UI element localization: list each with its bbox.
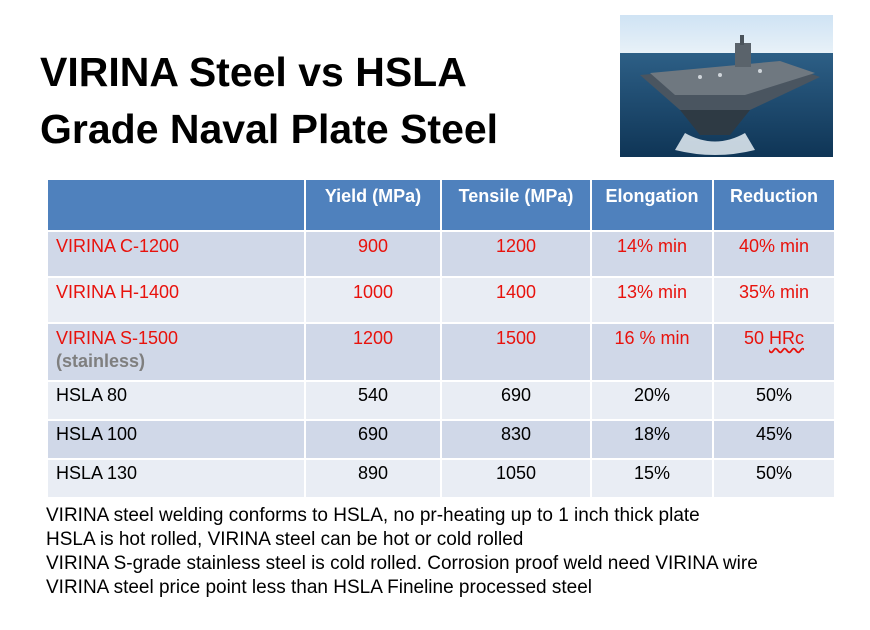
elongation-cell: 15%: [590, 458, 714, 499]
row-name: VIRINA S-1500: [56, 328, 179, 348]
tensile-cell: 1200: [440, 230, 592, 278]
header-elongation: Elongation: [590, 178, 714, 232]
title-line-2: Grade Naval Plate Steel: [40, 106, 499, 152]
reduction-cell: 50 HRc: [712, 322, 836, 382]
tensile-cell: 1500: [440, 322, 592, 382]
elongation-cell: 18%: [590, 419, 714, 460]
row-name: VIRINA H-1400: [46, 276, 306, 324]
row-name-cell: VIRINA S-1500 (stainless): [46, 322, 306, 382]
yield-cell: 890: [304, 458, 442, 499]
header-yield: Yield (MPa): [304, 178, 442, 232]
aircraft-carrier-photo: [620, 15, 833, 157]
elongation-cell: 14% min: [590, 230, 714, 278]
slide-title: VIRINA Steel vs HSLA Grade Naval Plate S…: [40, 44, 498, 158]
header-reduction: Reduction: [712, 178, 836, 232]
table-row: VIRINA H-1400 1000 1400 13% min 35% min: [46, 276, 836, 324]
reduction-cell: 40% min: [712, 230, 836, 278]
yield-cell: 690: [304, 419, 442, 460]
title-line-1: VIRINA Steel vs HSLA: [40, 49, 467, 95]
tensile-cell: 690: [440, 380, 592, 421]
header-empty: [46, 178, 306, 232]
table-row: HSLA 100 690 830 18% 45%: [46, 419, 836, 460]
reduction-value: 50: [743, 328, 770, 348]
note-line: HSLA is hot rolled, VIRINA steel can be …: [46, 529, 524, 550]
elongation-cell: 20%: [590, 380, 714, 421]
note-line: VIRINA steel price point less than HSLA …: [46, 577, 593, 598]
reduction-cell: 50%: [712, 380, 836, 421]
elongation-cell: 13% min: [590, 276, 714, 324]
tensile-cell: 1400: [440, 276, 592, 324]
row-name: HSLA 130: [46, 458, 306, 499]
steel-comparison-table: Yield (MPa) Tensile (MPa) Elongation Red…: [46, 178, 836, 499]
tensile-cell: 830: [440, 419, 592, 460]
table-row: HSLA 80 540 690 20% 50%: [46, 380, 836, 421]
table-row: HSLA 130 890 1050 15% 50%: [46, 458, 836, 499]
reduction-cell: 50%: [712, 458, 836, 499]
row-name: VIRINA C-1200: [46, 230, 306, 278]
tensile-cell: 1050: [440, 458, 592, 499]
elongation-cell: 16 % min: [590, 322, 714, 382]
table-row: VIRINA S-1500 (stainless) 1200 1500 16 %…: [46, 322, 836, 382]
row-name: HSLA 100: [46, 419, 306, 460]
reduction-cell: 35% min: [712, 276, 836, 324]
note-line: VIRINA steel welding conforms to HSLA, n…: [46, 505, 700, 526]
reduction-cell: 45%: [712, 419, 836, 460]
reduction-unit: HRc: [769, 328, 805, 348]
table-header-row: Yield (MPa) Tensile (MPa) Elongation Red…: [46, 178, 836, 232]
notes-block: VIRINA steel welding conforms to HSLA, n…: [46, 504, 758, 600]
header-tensile: Tensile (MPa): [440, 178, 592, 232]
row-subtitle: (stainless): [56, 351, 146, 371]
table-row: VIRINA C-1200 900 1200 14% min 40% min: [46, 230, 836, 278]
row-name: HSLA 80: [46, 380, 306, 421]
yield-cell: 1200: [304, 322, 442, 382]
yield-cell: 900: [304, 230, 442, 278]
yield-cell: 540: [304, 380, 442, 421]
yield-cell: 1000: [304, 276, 442, 324]
note-line: VIRINA S-grade stainless steel is cold r…: [46, 553, 758, 574]
